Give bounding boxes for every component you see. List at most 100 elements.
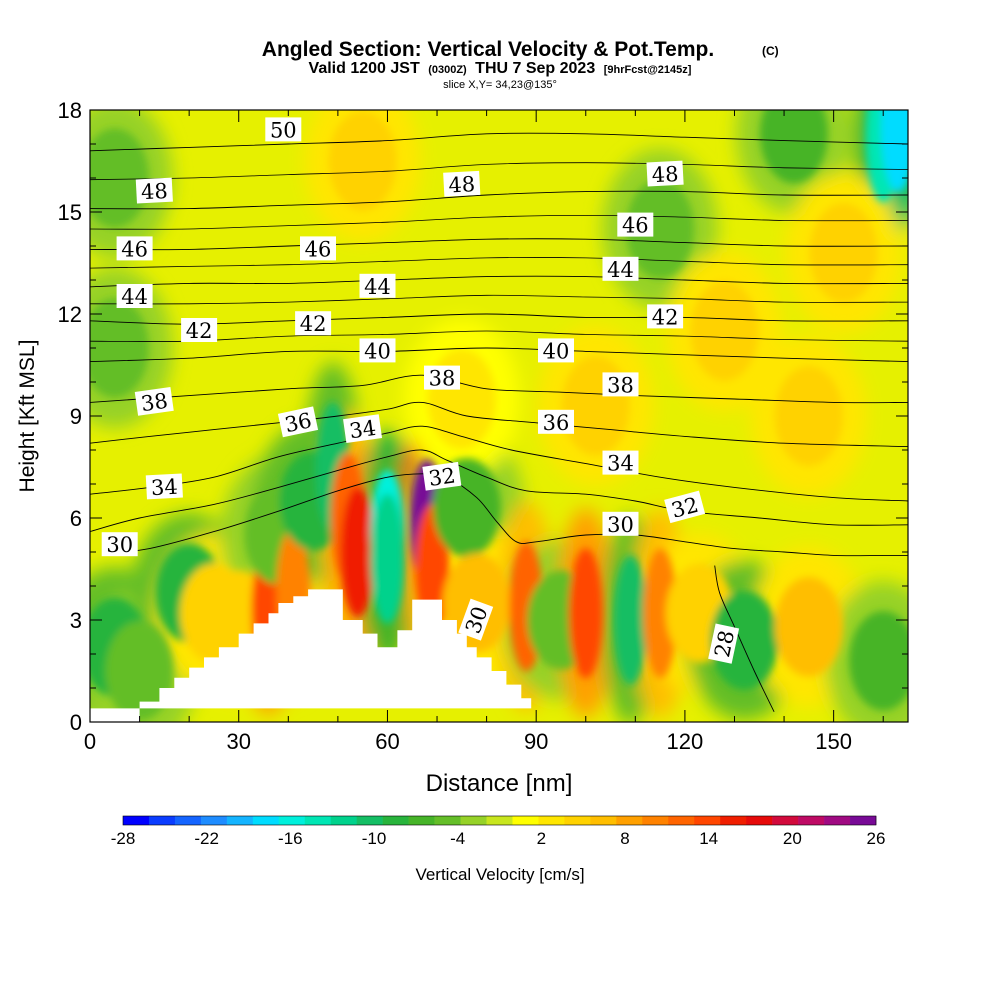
subtitle-valid: Valid 1200 JST — [309, 60, 420, 77]
colorbar-swatch — [512, 816, 539, 825]
y-tick-label: 9 — [70, 404, 82, 429]
velocity-cell — [568, 548, 603, 679]
contour-label: 38 — [139, 389, 169, 416]
colorbar-tick-label: 8 — [620, 829, 629, 848]
colorbar-swatch — [408, 816, 435, 825]
colorbar-tick-label: -16 — [278, 829, 303, 848]
contour-label-group: 44 — [359, 273, 396, 299]
y-tick-label: 12 — [58, 302, 82, 327]
colorbar-swatch — [720, 816, 747, 825]
isentrope-intermediate — [90, 257, 908, 269]
x-tick-label: 150 — [815, 729, 852, 754]
x-tick-label: 0 — [84, 729, 96, 754]
contour-label-bg — [116, 284, 153, 308]
contour-label-group: 32 — [422, 461, 462, 491]
contour-label: 50 — [270, 118, 297, 142]
velocity-cell — [90, 298, 149, 398]
contour-label-group: 44 — [602, 256, 639, 282]
y-tick-label: 3 — [70, 608, 82, 633]
colorbar-swatch — [486, 816, 513, 825]
velocity-cell — [849, 611, 908, 711]
isentrope-28 — [714, 565, 775, 712]
contour-label: 38 — [607, 373, 634, 397]
contour-label-group: 28 — [708, 623, 740, 664]
contour-label-group: 34 — [343, 414, 383, 443]
isentrope-36 — [90, 401, 908, 448]
colorbar-swatch — [616, 816, 643, 825]
x-tick-label: 120 — [667, 729, 704, 754]
contour-label-bg — [181, 318, 218, 342]
velocity-cell — [340, 486, 375, 618]
contour-label: 28 — [710, 628, 739, 659]
contour-label: 48 — [448, 172, 476, 197]
contour-label-bg — [647, 304, 684, 329]
velocity-cell — [626, 179, 695, 279]
contour-label-bg — [602, 511, 639, 536]
isentrope-intermediate — [90, 330, 908, 342]
colorbar-swatch — [123, 816, 150, 825]
contour-label: 44 — [364, 275, 391, 299]
contour-label: 40 — [543, 339, 570, 363]
contour-label-bg — [646, 160, 684, 187]
contour-label: 46 — [622, 214, 649, 238]
isentrope-intermediate — [90, 294, 908, 305]
contour-label: 34 — [150, 475, 178, 500]
contour-label-bg — [145, 473, 183, 500]
contour-label-group: 34 — [145, 473, 183, 500]
contour-label: 42 — [652, 305, 679, 329]
velocity-cell — [809, 203, 878, 303]
colorbar-swatch — [382, 816, 409, 825]
velocity-cell — [370, 493, 405, 624]
colorbar-swatch — [304, 816, 332, 825]
contour-label: 46 — [121, 237, 148, 261]
colorbar-swatch — [850, 816, 877, 825]
contour-label-bg — [664, 490, 706, 524]
chart-subtitle: Valid 1200 JST (0300Z) THU 7 Sep 2023 [9… — [309, 60, 692, 77]
contour-label-bg — [134, 387, 174, 416]
contour-label-bg — [538, 338, 574, 363]
contour-label-group: 40 — [359, 338, 396, 363]
colorbar-tick-label: 20 — [783, 829, 802, 848]
contour-label-bg — [295, 311, 332, 336]
y-tick-label: 18 — [58, 98, 82, 123]
contour-label-bg — [708, 623, 740, 664]
isentrope-38 — [90, 374, 908, 404]
contour-label: 42 — [186, 319, 213, 343]
contour-label-group: 38 — [134, 387, 174, 416]
contour-label-bg — [602, 450, 639, 475]
contour-label: 42 — [300, 312, 327, 336]
contour-label-group: 44 — [116, 284, 153, 309]
contour-label-bg — [265, 117, 302, 142]
colorbar-swatch — [460, 816, 487, 825]
contour-label-group: 38 — [602, 372, 639, 397]
contour-label: 30 — [106, 533, 133, 557]
contour-label-group: 30 — [101, 532, 138, 557]
isentrope-32 — [90, 449, 908, 533]
velocity-cell — [774, 577, 843, 677]
contour-label-group: 46 — [617, 212, 654, 238]
terrain-profile — [90, 589, 532, 722]
contour-label-group: 46 — [116, 236, 153, 261]
contour-label-group: 36 — [538, 409, 574, 435]
colorbar-tick-label: 2 — [537, 829, 546, 848]
contour-label-group: 50 — [265, 117, 302, 142]
contour-label-bg — [602, 372, 639, 397]
colorbar-swatch — [434, 816, 461, 825]
contour-label: 48 — [140, 179, 168, 204]
x-axis-label: Distance [nm] — [426, 770, 573, 797]
colorbar-swatch — [798, 816, 825, 825]
contour-label: 32 — [427, 463, 457, 490]
subtitle-forecast: [9hrFcst@2145z] — [604, 64, 692, 76]
subtitle-date: THU 7 Sep 2023 — [475, 60, 595, 77]
slice-label: slice X,Y= 34,23@135° — [443, 79, 557, 91]
colorbar-swatch — [226, 816, 254, 825]
contour-label-bg — [135, 177, 173, 204]
contour-label-bg — [359, 338, 396, 363]
colorbar-swatch — [590, 816, 617, 825]
colorbar-tick-label: -22 — [194, 829, 219, 848]
y-axis-label: Height [Kft MSL] — [16, 340, 39, 493]
contour-label: 34 — [607, 452, 634, 476]
colorbar-swatch — [668, 816, 695, 825]
velocity-cell — [690, 281, 759, 381]
contour-label-bg — [116, 236, 153, 261]
